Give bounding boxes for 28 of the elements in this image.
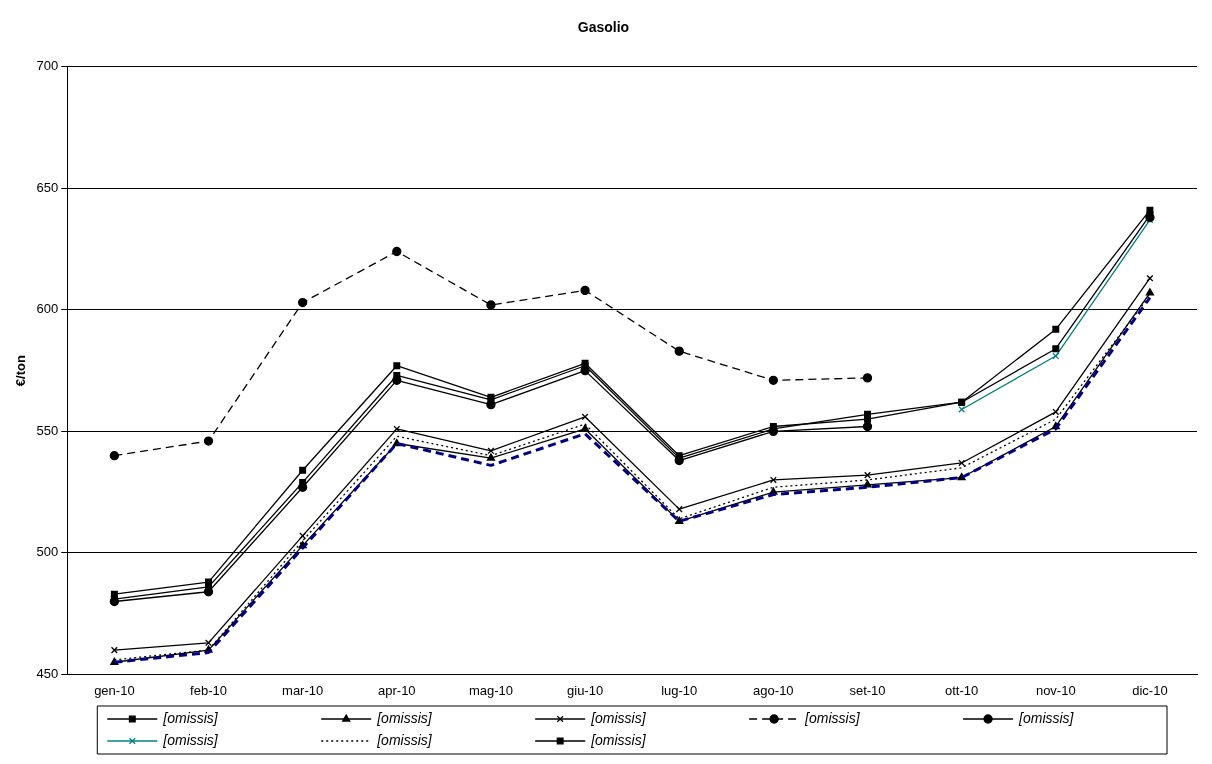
y-tick-label: 550: [36, 422, 59, 438]
chart-title: Gasolio: [577, 19, 630, 36]
x-tick-label: nov-10: [1035, 682, 1076, 698]
x-tick-label: ott-10: [945, 682, 979, 698]
x-tick-label: mar-10: [282, 682, 324, 698]
y-tick-label: 700: [36, 58, 59, 74]
y-tick-label: 500: [36, 544, 59, 560]
legend-label: [omissis]: [1018, 709, 1075, 726]
legend-label: [omissis]: [376, 731, 433, 748]
y-axis-title: €/ton: [13, 355, 29, 387]
x-tick-label: giu-10: [567, 682, 604, 698]
legend-label: [omissis]: [590, 731, 647, 748]
x-tick-label: ago-10: [753, 682, 794, 698]
legend-label: [omissis]: [162, 709, 219, 726]
legend-label: [omissis]: [162, 731, 219, 748]
y-tick-label: 600: [36, 301, 59, 317]
y-tick-label: 650: [36, 179, 59, 195]
x-tick-label: dic-10: [1132, 682, 1168, 698]
legend-label: [omissis]: [376, 709, 433, 726]
legend-label: [omissis]: [804, 709, 861, 726]
x-tick-label: gen-10: [94, 682, 135, 698]
x-tick-label: apr-10: [378, 682, 416, 698]
y-tick-label: 450: [36, 665, 59, 681]
x-tick-label: set-10: [849, 682, 886, 698]
x-tick-label: lug-10: [661, 682, 698, 698]
legend-label: [omissis]: [590, 709, 647, 726]
x-tick-label: mag-10: [468, 682, 513, 698]
x-tick-label: feb-10: [190, 682, 227, 698]
